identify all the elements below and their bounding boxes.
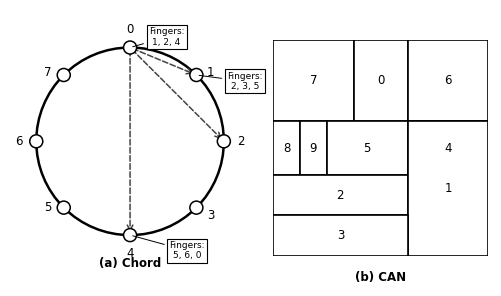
Bar xyxy=(408,121,488,256)
Text: 1: 1 xyxy=(444,182,452,195)
Text: 5: 5 xyxy=(45,201,52,214)
Text: 2: 2 xyxy=(337,189,344,202)
Text: Fingers:
1, 2, 4: Fingers: 1, 2, 4 xyxy=(133,28,184,47)
Text: 4: 4 xyxy=(444,141,452,155)
Text: 7: 7 xyxy=(310,74,317,87)
Circle shape xyxy=(190,201,203,214)
Text: 0: 0 xyxy=(377,74,384,87)
Text: 7: 7 xyxy=(45,66,52,79)
Text: 8: 8 xyxy=(283,141,290,155)
Text: Fingers:
5, 6, 0: Fingers: 5, 6, 0 xyxy=(133,236,205,260)
Circle shape xyxy=(57,68,70,81)
Text: 6: 6 xyxy=(16,135,23,148)
Text: 0: 0 xyxy=(126,23,134,36)
Text: Fingers:
2, 3, 5: Fingers: 2, 3, 5 xyxy=(199,72,263,91)
Text: 4: 4 xyxy=(126,247,134,260)
Text: 3: 3 xyxy=(207,209,214,222)
Bar xyxy=(327,121,408,175)
Circle shape xyxy=(217,135,230,148)
Text: 5: 5 xyxy=(364,141,371,155)
Text: 1: 1 xyxy=(207,66,214,79)
Circle shape xyxy=(124,229,137,242)
Text: 3: 3 xyxy=(337,229,344,242)
Text: 9: 9 xyxy=(310,141,317,155)
Text: (a) Chord: (a) Chord xyxy=(99,257,161,270)
Text: 2: 2 xyxy=(237,135,244,148)
Circle shape xyxy=(30,135,43,148)
Bar xyxy=(273,215,408,256)
Text: (b) CAN: (b) CAN xyxy=(355,271,406,284)
Circle shape xyxy=(124,41,137,54)
Circle shape xyxy=(190,68,203,81)
Bar xyxy=(273,175,408,215)
Text: 6: 6 xyxy=(444,74,452,87)
Bar xyxy=(408,121,488,175)
Bar xyxy=(273,40,354,121)
Bar xyxy=(408,40,488,121)
Bar xyxy=(273,121,300,175)
Bar xyxy=(300,121,327,175)
Bar xyxy=(354,40,408,121)
Circle shape xyxy=(57,201,70,214)
